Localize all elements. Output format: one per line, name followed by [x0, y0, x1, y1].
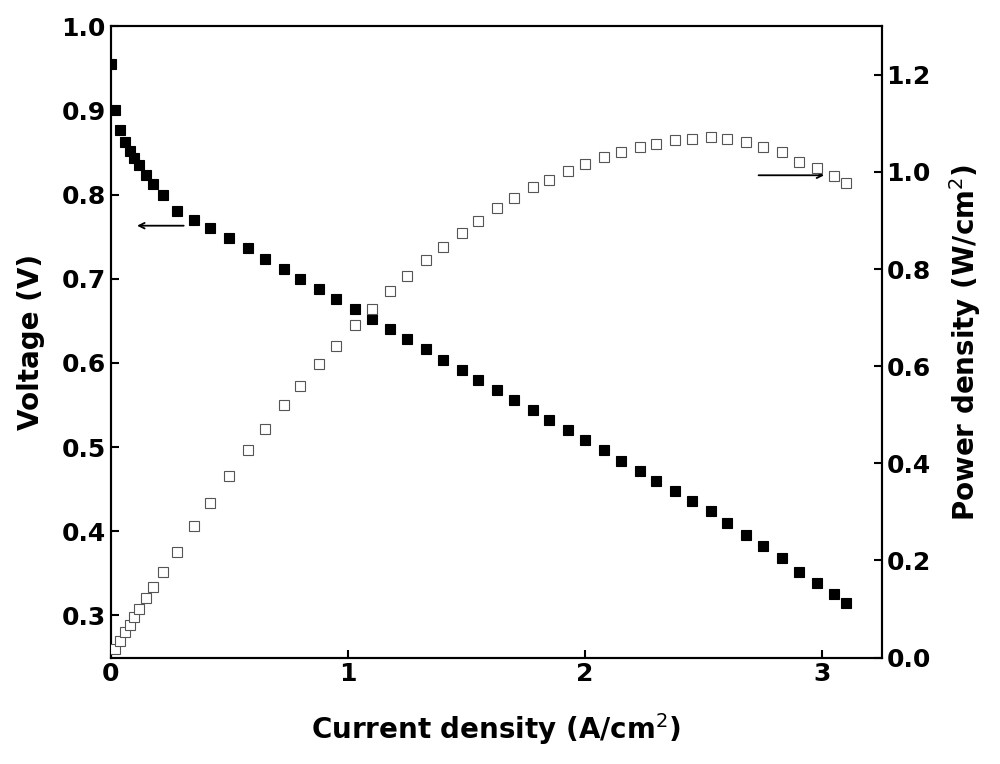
Y-axis label: Power density (W/cm$^2$): Power density (W/cm$^2$): [947, 163, 983, 520]
Y-axis label: Voltage (V): Voltage (V): [17, 254, 45, 430]
X-axis label: Current density (A/cm$^2$): Current density (A/cm$^2$): [311, 711, 681, 747]
